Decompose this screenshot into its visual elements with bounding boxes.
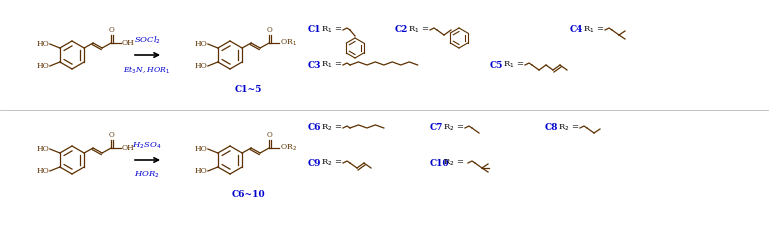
Text: Et$_3$N, HOR$_1$: Et$_3$N, HOR$_1$: [123, 64, 171, 76]
Text: OH: OH: [122, 39, 135, 47]
Text: SOCl$_2$: SOCl$_2$: [134, 35, 161, 46]
Text: C3: C3: [308, 60, 321, 69]
Text: HO: HO: [194, 167, 207, 175]
Text: C6~10: C6~10: [231, 190, 265, 199]
Text: C8: C8: [545, 123, 558, 133]
Text: OR$_2$: OR$_2$: [280, 143, 297, 153]
Text: R$_1$ =: R$_1$ =: [503, 60, 524, 70]
Text: R$_1$ =: R$_1$ =: [408, 25, 429, 35]
Text: C1: C1: [308, 25, 321, 35]
Text: H$_2$SO$_4$: H$_2$SO$_4$: [132, 141, 161, 151]
Text: OH: OH: [122, 144, 135, 152]
Text: HO: HO: [36, 62, 49, 70]
Text: C10: C10: [430, 158, 450, 167]
Text: R$_2$ =: R$_2$ =: [321, 123, 342, 133]
Text: HO: HO: [36, 40, 49, 48]
Text: R$_1$ =: R$_1$ =: [321, 25, 342, 35]
Text: HOR$_2$: HOR$_2$: [134, 169, 160, 180]
Text: R$_2$ =: R$_2$ =: [443, 158, 464, 168]
Text: HO: HO: [194, 145, 207, 153]
Text: C7: C7: [430, 123, 444, 133]
Text: HO: HO: [194, 40, 207, 48]
Text: O: O: [267, 26, 272, 34]
Text: C2: C2: [395, 25, 408, 35]
Text: O: O: [108, 26, 115, 34]
Text: C9: C9: [308, 158, 321, 167]
Text: HO: HO: [36, 167, 49, 175]
Text: C1~5: C1~5: [235, 85, 261, 94]
Text: R$_1$ =: R$_1$ =: [583, 25, 604, 35]
Text: R$_1$ =: R$_1$ =: [321, 60, 342, 70]
Text: O: O: [108, 131, 115, 139]
Text: R$_2$ =: R$_2$ =: [558, 123, 579, 133]
Text: OR$_1$: OR$_1$: [280, 38, 297, 48]
Text: R$_2$ =: R$_2$ =: [321, 158, 342, 168]
Text: C6: C6: [308, 123, 321, 133]
Text: HO: HO: [194, 62, 207, 70]
Text: O: O: [267, 131, 272, 139]
Text: C4: C4: [570, 25, 584, 35]
Text: C5: C5: [490, 60, 504, 69]
Text: HO: HO: [36, 145, 49, 153]
Text: R$_2$ =: R$_2$ =: [443, 123, 464, 133]
